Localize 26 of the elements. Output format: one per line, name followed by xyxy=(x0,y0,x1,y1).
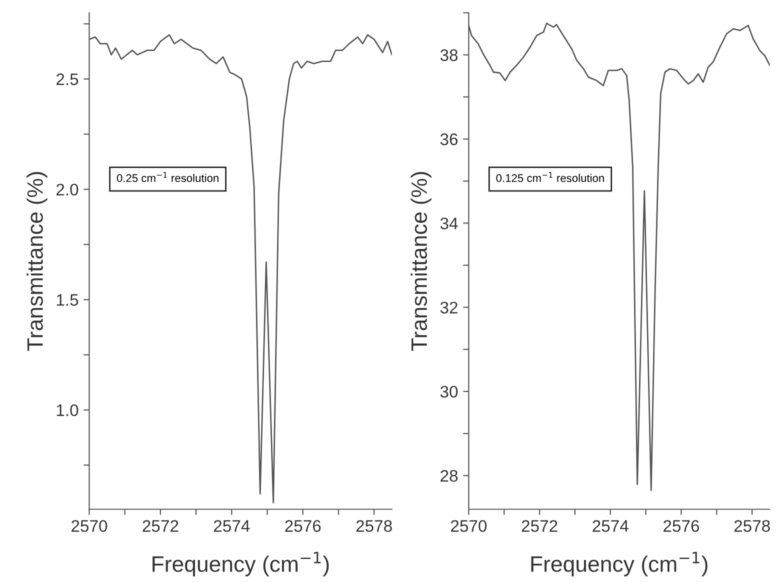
x-axis-title: Frequency (cm$^{−1}$) xyxy=(152,552,329,576)
x-tick-label: 2572 xyxy=(142,520,178,532)
y-tick-label: 36 xyxy=(440,133,458,146)
y-tick-label: 1.5 xyxy=(56,294,78,306)
x-tick-label: 2576 xyxy=(664,520,700,532)
y-axis-title: Transmittance (%) xyxy=(26,172,48,351)
annotation: 0.25 cm$^{−1}$ resolution xyxy=(116,172,218,182)
x-tick-label: 2570 xyxy=(72,520,108,532)
y-tick-label: 2.0 xyxy=(56,184,78,196)
x-tick-label: 2574 xyxy=(214,520,250,532)
y-tick-label: 32 xyxy=(440,302,458,314)
y-tick-label: 28 xyxy=(440,470,458,482)
y-tick-label: 1.0 xyxy=(56,404,78,416)
y-tick-label: 34 xyxy=(440,218,458,230)
y-axis-title: Transmittance (%) xyxy=(410,172,432,351)
x-axis-title: Frequency (cm$^{−1}$) xyxy=(531,552,708,576)
x-tick-label: 2578 xyxy=(734,520,770,532)
x-tick-label: 2570 xyxy=(451,520,487,532)
y-tick-label: 2.5 xyxy=(56,73,78,86)
x-tick-label: 2572 xyxy=(522,520,558,532)
x-tick-label: 2578 xyxy=(356,520,392,532)
x-tick-label: 2574 xyxy=(592,520,628,532)
x-tick-label: 2576 xyxy=(285,520,321,532)
annotation: 0.125 cm$^{−1}$ resolution xyxy=(496,172,604,182)
y-tick-label: 38 xyxy=(440,49,458,62)
y-tick-label: 30 xyxy=(440,386,458,398)
